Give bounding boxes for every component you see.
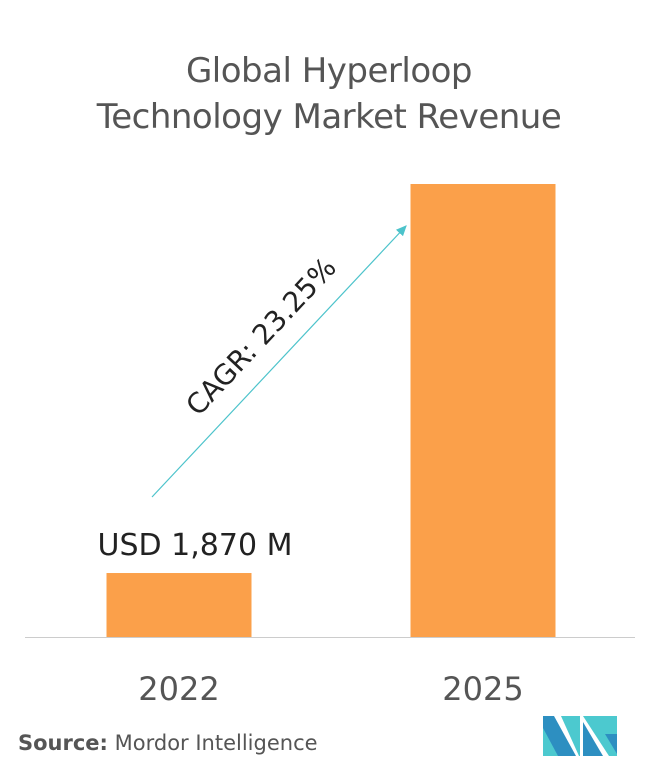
- x-tick-label: 2025: [442, 670, 523, 708]
- mordor-intelligence-logo: [543, 716, 617, 756]
- x-tick-label: 2022: [138, 670, 219, 708]
- source-value: Mordor Intelligence: [114, 731, 318, 755]
- bar-2025: [410, 184, 556, 637]
- source-note: Source: Mordor Intelligence: [18, 731, 318, 755]
- title-line-2: Technology Market Revenue: [96, 97, 562, 137]
- cagr-label: CAGR: 23.25%: [179, 251, 342, 422]
- data-label: USD 1,870 M: [98, 528, 293, 563]
- chart-title: Global Hyperloop Technology Market Reven…: [0, 48, 658, 140]
- bar-2022: [106, 573, 252, 637]
- cagr-arrow: [151, 225, 407, 498]
- source-label: Source:: [18, 731, 108, 755]
- title-line-1: Global Hyperloop: [185, 51, 473, 91]
